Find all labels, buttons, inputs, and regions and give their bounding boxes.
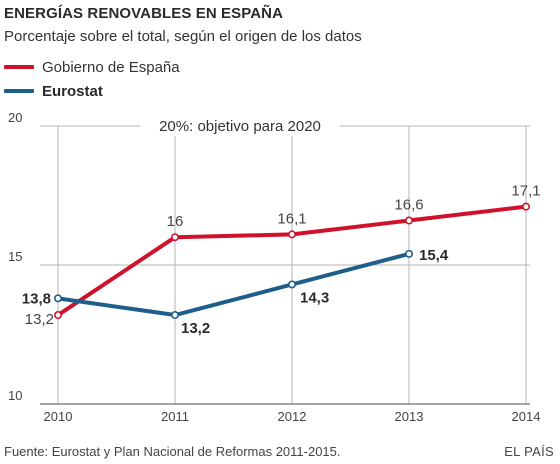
data-point-gobierno-2014 [521,202,530,211]
y-tick-label-10: 10 [8,388,22,403]
data-label-eurostat-2013: 15,4 [419,247,449,264]
x-tick-label-2011: 2011 [161,409,189,424]
source-note: Fuente: Eurostat y Plan Nacional de Refo… [4,444,341,459]
data-point-gobierno-2012 [287,230,296,239]
data-label-gobierno-2012: 16,1 [277,210,306,227]
data-label-gobierno-2011: 16 [167,213,184,230]
data-label-eurostat-2011: 13,2 [181,320,210,337]
brand-credit: EL PAÍS [504,444,554,459]
data-point-gobierno-2011 [171,233,180,242]
legend-swatch-eurostat [4,89,34,93]
x-tick-label-2012: 2012 [278,409,307,424]
data-point-gobierno-2010 [53,311,62,320]
annotation-objetivo-2020: 20%: objetivo para 2020 [159,118,321,135]
data-point-eurostat-2012 [287,280,296,289]
series-line-eurostat [56,251,411,318]
legend-label-eurostat: Eurostat [42,82,103,100]
legend-swatch-gobierno [4,65,34,69]
x-tick-label-2014: 2014 [512,409,541,424]
data-point-eurostat-2010 [53,294,62,303]
data-point-eurostat-2011 [171,311,180,320]
legend-item-gobierno: Gobierno de España [4,57,180,77]
y-tick-label-20: 20 [8,110,22,125]
x-tick-label-2013: 2013 [395,409,424,424]
data-label-eurostat-2012: 14,3 [300,289,329,306]
data-point-gobierno-2013 [404,216,413,225]
data-label-gobierno-2010: 13,2 [25,311,54,328]
annotation-background-0 [140,116,340,136]
legend-label-gobierno: Gobierno de España [42,58,180,76]
legend-item-eurostat: Eurostat [4,81,103,101]
y-tick-label-15: 15 [8,249,22,264]
chart-subtitle: Porcentaje sobre el total, según el orig… [4,28,362,45]
data-label-gobierno-2014: 17,1 [511,183,540,200]
data-label-gobierno-2013: 16,6 [394,197,423,214]
data-label-eurostat-2010: 13,8 [22,290,51,307]
chart-title: ENERGÍAS RENOVABLES EN ESPAÑA [4,5,284,22]
data-point-eurostat-2013 [404,249,413,258]
x-tick-label-2010: 2010 [44,409,73,424]
